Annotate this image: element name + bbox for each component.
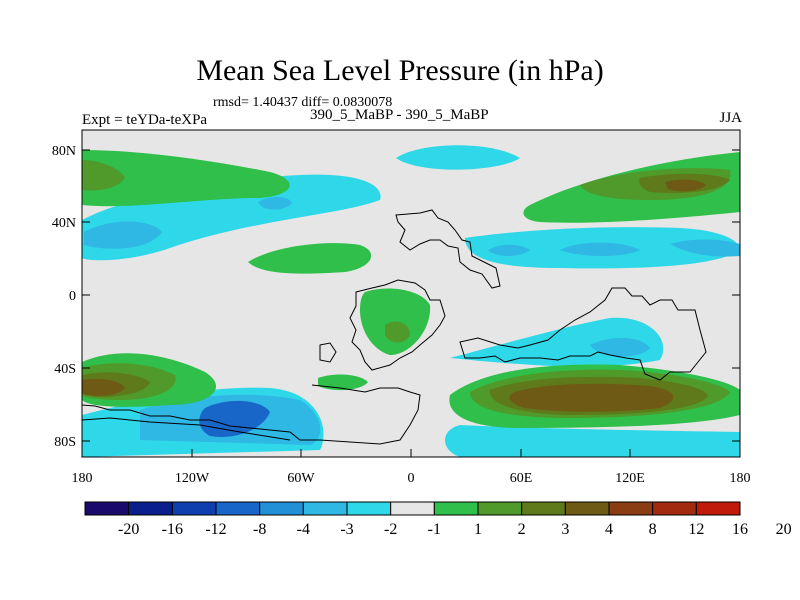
lon-labels: 180 120W 60W 0 60E 120E 180 [72, 471, 751, 486]
lon-tick-label: 0 [408, 471, 415, 486]
colorbar-swatch [346, 501, 392, 516]
colorbar-swatch [477, 501, 523, 516]
colorbar-swatch [390, 501, 435, 516]
colorbar-swatch [84, 501, 130, 516]
season-label: JJA [719, 110, 742, 126]
lon-tick-label: 60W [287, 471, 315, 486]
colorbar-label: -3 [340, 521, 353, 538]
colorbar-swatch [695, 501, 741, 516]
lon-tick-label: 120E [615, 471, 645, 486]
colorbar-label: 3 [561, 521, 569, 538]
colorbar-label: -20 [118, 521, 139, 538]
stats-label: rmsd= 1.40437 diff= 0.0830078 [213, 95, 393, 110]
colorbar-label: -4 [297, 521, 310, 538]
colorbar-swatch [652, 501, 697, 516]
lat-tick-label: 80S [54, 435, 76, 450]
experiment-label: Expt = teYDa-teXPa [82, 112, 208, 128]
colorbar-swatch [215, 501, 261, 516]
colorbar-swatch [171, 501, 217, 516]
lon-tick-label: 60E [510, 471, 533, 486]
lat-labels: 80N 40N 0 40S 80S [52, 144, 76, 450]
colorbar-label: 20 [776, 521, 792, 538]
colorbar-label: 12 [688, 521, 704, 538]
colorbar-swatch [259, 501, 304, 516]
lat-tick-label: 40S [54, 362, 76, 377]
negative-anomaly-core [84, 196, 740, 445]
land-outlines [82, 209, 707, 445]
colorbar-swatch [433, 501, 479, 516]
lat-tick-label: 80N [52, 144, 76, 159]
colorbar-label: -16 [162, 521, 183, 538]
colorbar-swatch [128, 501, 173, 516]
colorbar-label: 8 [649, 521, 657, 538]
colorbar-label: 1 [474, 521, 482, 538]
colorbar-swatch [608, 501, 654, 516]
colorbar-label: 16 [732, 521, 748, 538]
lat-tick-label: 0 [69, 289, 76, 304]
colorbar-label: -12 [205, 521, 226, 538]
colorbar-label: -2 [384, 521, 397, 538]
colorbar-swatch [521, 501, 566, 516]
colorbar: -20 -16 -12 -8 -4 -3 -2 -1 1 2 3 4 8 12 16 20 [84, 501, 792, 538]
lon-tick-label: 180 [730, 471, 751, 486]
colorbar-swatch [302, 501, 348, 516]
axis-ticks [81, 149, 741, 457]
colorbar-label: -1 [428, 521, 441, 538]
colorbar-label: -8 [253, 521, 266, 538]
colorbar-label: 4 [605, 521, 613, 538]
colorbar-swatch [564, 501, 610, 516]
positive-anomaly-core [82, 179, 706, 412]
case-label: 390_5_MaBP - 390_5_MaBP [310, 107, 489, 123]
lon-tick-label: 180 [72, 471, 93, 486]
lat-tick-label: 40N [52, 216, 76, 231]
colorbar-label: 2 [518, 521, 526, 538]
lon-tick-label: 120W [175, 471, 210, 486]
map-title: Mean Sea Level Pressure (in hPa) [196, 54, 604, 87]
